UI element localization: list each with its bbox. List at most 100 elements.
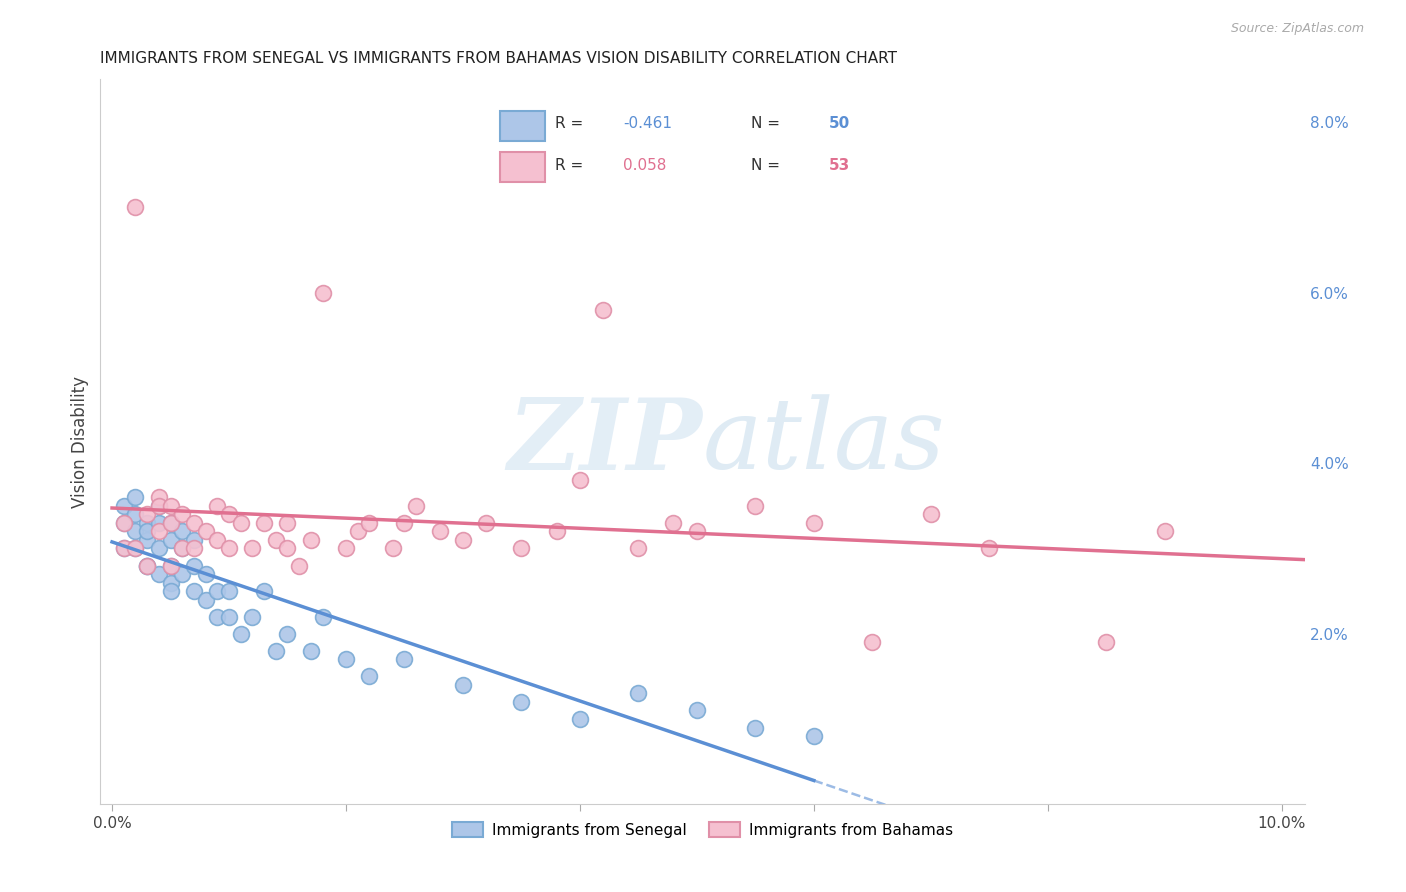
Point <box>159 558 181 573</box>
Point <box>568 473 591 487</box>
Point <box>159 575 181 590</box>
Point <box>124 541 146 556</box>
Point <box>475 516 498 530</box>
Point <box>148 524 170 539</box>
Point <box>159 584 181 599</box>
Point <box>183 533 205 547</box>
Point <box>172 541 194 556</box>
Point <box>627 541 650 556</box>
Point <box>136 508 159 522</box>
Point <box>359 669 381 683</box>
Point <box>346 524 368 539</box>
Point <box>124 508 146 522</box>
Point <box>124 541 146 556</box>
Point <box>159 558 181 573</box>
Point <box>172 524 194 539</box>
Point <box>183 558 205 573</box>
Point <box>148 499 170 513</box>
Point <box>218 584 240 599</box>
Point <box>194 592 217 607</box>
Point <box>148 541 170 556</box>
Point <box>172 567 194 582</box>
Point <box>159 516 181 530</box>
Point <box>686 524 709 539</box>
Point <box>568 712 591 726</box>
Point <box>451 533 474 547</box>
Point <box>112 516 135 530</box>
Point <box>124 524 146 539</box>
Point <box>207 584 229 599</box>
Point <box>148 516 170 530</box>
Point <box>148 490 170 504</box>
Point <box>546 524 568 539</box>
Point <box>112 541 135 556</box>
Text: Source: ZipAtlas.com: Source: ZipAtlas.com <box>1230 22 1364 36</box>
Point <box>124 490 146 504</box>
Point <box>288 558 311 573</box>
Point <box>1095 635 1118 649</box>
Point <box>405 499 427 513</box>
Point <box>276 541 298 556</box>
Point <box>276 516 298 530</box>
Point <box>159 499 181 513</box>
Point <box>744 499 766 513</box>
Point <box>299 533 322 547</box>
Point <box>276 626 298 640</box>
Point <box>394 516 416 530</box>
Legend: Immigrants from Senegal, Immigrants from Bahamas: Immigrants from Senegal, Immigrants from… <box>446 815 959 844</box>
Point <box>112 516 135 530</box>
Text: IMMIGRANTS FROM SENEGAL VS IMMIGRANTS FROM BAHAMAS VISION DISABILITY CORRELATION: IMMIGRANTS FROM SENEGAL VS IMMIGRANTS FR… <box>100 51 897 66</box>
Point <box>207 499 229 513</box>
Point <box>172 508 194 522</box>
Point <box>136 533 159 547</box>
Point <box>451 678 474 692</box>
Point <box>159 516 181 530</box>
Point <box>510 541 533 556</box>
Point <box>381 541 404 556</box>
Point <box>207 533 229 547</box>
Point <box>979 541 1001 556</box>
Point <box>311 285 333 300</box>
Point <box>920 508 942 522</box>
Point <box>335 652 357 666</box>
Point <box>148 499 170 513</box>
Point <box>264 644 287 658</box>
Point <box>194 524 217 539</box>
Point <box>299 644 322 658</box>
Text: atlas: atlas <box>703 394 945 490</box>
Point <box>242 541 264 556</box>
Point <box>207 609 229 624</box>
Point <box>112 541 135 556</box>
Point <box>136 516 159 530</box>
Point <box>242 609 264 624</box>
Point <box>803 729 825 743</box>
Point <box>335 541 357 556</box>
Point <box>229 516 252 530</box>
Point <box>311 609 333 624</box>
Point <box>510 695 533 709</box>
Point <box>218 541 240 556</box>
Point <box>124 200 146 214</box>
Point <box>136 558 159 573</box>
Point <box>744 721 766 735</box>
Point <box>183 516 205 530</box>
Point <box>112 499 135 513</box>
Point <box>136 558 159 573</box>
Text: ZIP: ZIP <box>508 393 703 490</box>
Point <box>229 626 252 640</box>
Point <box>136 558 159 573</box>
Point <box>253 584 276 599</box>
Point <box>183 541 205 556</box>
Point <box>159 533 181 547</box>
Point <box>662 516 685 530</box>
Point <box>1153 524 1175 539</box>
Point <box>172 541 194 556</box>
Point <box>218 609 240 624</box>
Point <box>860 635 883 649</box>
Point <box>253 516 276 530</box>
Point <box>148 567 170 582</box>
Point <box>359 516 381 530</box>
Point <box>264 533 287 547</box>
Point <box>394 652 416 666</box>
Point <box>627 686 650 700</box>
